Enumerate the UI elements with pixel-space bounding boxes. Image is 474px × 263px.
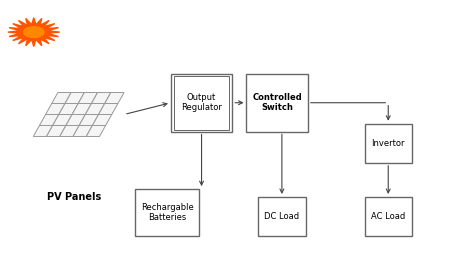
Polygon shape <box>53 114 72 125</box>
Text: AC Load: AC Load <box>371 212 405 221</box>
Polygon shape <box>59 104 78 114</box>
Polygon shape <box>99 104 118 114</box>
Text: Invertor: Invertor <box>372 139 405 148</box>
Polygon shape <box>46 125 66 136</box>
FancyBboxPatch shape <box>136 189 199 236</box>
Polygon shape <box>85 104 105 114</box>
FancyBboxPatch shape <box>365 124 412 163</box>
Polygon shape <box>105 93 124 104</box>
Polygon shape <box>92 114 112 125</box>
Text: DC Load: DC Load <box>264 212 300 221</box>
Polygon shape <box>39 114 59 125</box>
Polygon shape <box>79 114 99 125</box>
Polygon shape <box>33 125 53 136</box>
Circle shape <box>23 26 45 38</box>
Polygon shape <box>46 104 65 114</box>
FancyBboxPatch shape <box>171 74 232 132</box>
Polygon shape <box>73 125 92 136</box>
Text: Output
Regulator: Output Regulator <box>181 93 222 112</box>
Polygon shape <box>72 104 91 114</box>
Polygon shape <box>8 18 60 47</box>
Polygon shape <box>52 93 71 104</box>
FancyBboxPatch shape <box>246 74 308 132</box>
Text: PV Panels: PV Panels <box>47 192 101 202</box>
Polygon shape <box>60 125 79 136</box>
FancyBboxPatch shape <box>258 197 306 236</box>
Text: Rechargable
Batteries: Rechargable Batteries <box>141 203 194 222</box>
Polygon shape <box>91 93 111 104</box>
Polygon shape <box>86 125 106 136</box>
Text: Controlled
Switch: Controlled Switch <box>252 93 302 112</box>
Polygon shape <box>66 114 85 125</box>
Polygon shape <box>65 93 84 104</box>
Polygon shape <box>78 93 98 104</box>
FancyBboxPatch shape <box>365 197 412 236</box>
